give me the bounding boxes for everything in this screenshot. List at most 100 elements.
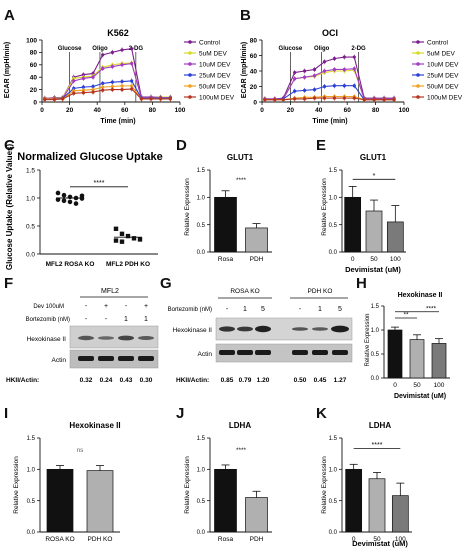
y-tick-label: 60: [250, 53, 258, 60]
y-tick-label: 60: [30, 62, 38, 69]
y-tick-label: 1.0: [197, 468, 206, 474]
legend-marker: [188, 95, 192, 99]
category-label: 0: [352, 536, 356, 543]
panel-label-j: J: [176, 405, 184, 422]
chart-c-ylabel: Glucose Uptake (Relative Values): [5, 144, 14, 271]
blot-f-bort-3: 1: [124, 316, 128, 323]
y-tick-label: 80: [250, 37, 258, 44]
data-point: [137, 237, 143, 242]
y-tick-label: 0.0: [329, 530, 338, 536]
blot-g-bort-2: 1: [243, 306, 247, 313]
data-point: [79, 193, 85, 199]
data-point: [312, 96, 317, 100]
chart-c-plot: 0.0 0.5 1.0 1.5 MFL2 ROSA KO MFL2 PDH KO ****: [26, 167, 158, 268]
chart-e-title: GLUT1: [360, 153, 387, 162]
data-point: [119, 231, 125, 237]
x-tick-label: 80: [372, 107, 380, 114]
blot-f-dev-sign-4: +: [144, 303, 148, 310]
x-tick-label: 40: [94, 107, 102, 114]
significance-label: ****: [236, 177, 247, 184]
y-tick-label: 0.5: [329, 223, 338, 229]
legend-label: 100uM DEV: [199, 94, 235, 101]
chart-c-title: Normalized Glucose Uptake: [17, 151, 163, 163]
blot-g-actin-band-strip: [215, 343, 353, 363]
data-point: [342, 67, 346, 72]
series-line: [264, 69, 395, 100]
significance-label: ****: [372, 442, 383, 449]
blot-f-band2-label: Actin: [52, 357, 67, 364]
series-line: [264, 97, 395, 101]
data-point: [352, 96, 356, 100]
legend-marker: [416, 62, 420, 66]
data-point: [73, 201, 79, 206]
y-tick-label: 80: [30, 50, 38, 57]
blot-f-dev-sign-2: +: [104, 303, 108, 310]
chart-e-ylabel: Relative Expression: [321, 178, 328, 236]
data-point: [81, 91, 85, 95]
blot-f-ratio-3: 0.43: [120, 377, 133, 384]
blot-g-ratio-3: 1.20: [257, 377, 270, 384]
category-label: 50: [413, 382, 421, 389]
blot-g-bort-3: 5: [261, 306, 265, 313]
panel-f-blot: MFL2 Dev 100uM - + - + Bortezomib (nM) -…: [6, 288, 159, 384]
data-point: [61, 192, 67, 198]
blot-g-ratio-label: HKII/Actin:: [176, 377, 209, 384]
y-tick-label: 0: [33, 99, 37, 106]
bar: [245, 497, 268, 533]
x-tick-label: 0: [40, 107, 44, 114]
x-tick-label: 20: [287, 107, 295, 114]
data-point: [352, 55, 356, 59]
blot-g-band2-label: Actin: [198, 351, 213, 358]
data-point: [131, 236, 137, 241]
y-tick-label: 1.0: [329, 468, 338, 474]
y-tick-label: 1.0: [197, 196, 206, 202]
chart-b-title: OCI: [322, 28, 338, 38]
legend-label: 50uM DEV: [199, 83, 231, 90]
injection-label: Glucose: [279, 46, 303, 52]
data-point: [281, 98, 285, 102]
data-point: [322, 69, 327, 73]
panel-label-g: G: [160, 275, 172, 292]
data-point: [303, 75, 307, 79]
bar: [86, 470, 114, 533]
data-point: [130, 61, 134, 66]
data-point: [352, 67, 356, 71]
y-tick-label: 1.0: [26, 195, 35, 202]
chart-a-series: [43, 46, 172, 103]
data-point: [61, 97, 65, 101]
chart-e-xlabel: Devimistat (uM): [345, 265, 401, 274]
data-point: [293, 70, 297, 75]
data-point: [322, 96, 327, 100]
y-tick-label: 40: [30, 75, 38, 82]
legend-marker: [416, 73, 420, 77]
panel-d: GLUT1 0.0 0.5 1.0 1.5 Rosa PDH **** Relative E…: [184, 153, 272, 263]
data-point: [101, 85, 105, 89]
y-tick-label: 0.5: [27, 499, 36, 505]
data-point: [91, 75, 95, 79]
legend-label: 10uM DEV: [199, 61, 231, 68]
blot-f-bort-4: 1: [144, 316, 148, 323]
data-point: [342, 84, 346, 88]
data-point: [332, 84, 337, 88]
x-tick-label: 100: [399, 107, 410, 114]
data-point: [139, 97, 143, 101]
chart-h-title: Hexokinase II: [398, 292, 443, 299]
y-tick-label: 1.0: [27, 468, 36, 474]
series-line: [264, 68, 395, 100]
data-point: [81, 85, 85, 89]
data-point: [101, 88, 105, 92]
injection-label: Oligo: [314, 46, 330, 52]
bar: [386, 221, 404, 253]
bar: [387, 329, 403, 379]
legend-label: 5uM DEV: [427, 50, 455, 57]
series-line: [44, 80, 171, 100]
category-label: 50: [373, 536, 381, 543]
data-point: [61, 198, 67, 204]
panel-label-e: E: [316, 137, 326, 154]
legend-marker: [188, 62, 192, 66]
significance-label: ns: [77, 447, 85, 454]
data-point: [101, 53, 105, 57]
category-label: Rosa: [218, 256, 234, 263]
data-point: [110, 84, 114, 89]
panel-label-k: K: [316, 405, 327, 422]
